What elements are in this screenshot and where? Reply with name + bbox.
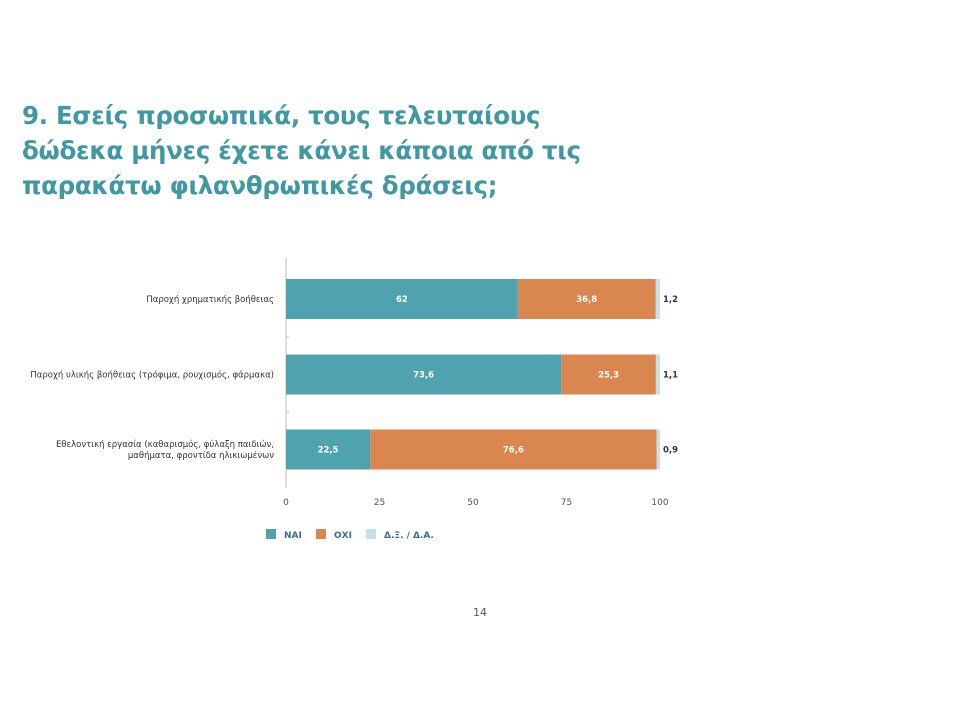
legend-label: ΟΧΙ bbox=[334, 531, 352, 541]
bar-value-label: 25,3 bbox=[598, 371, 619, 381]
bar-value-label: 1,1 bbox=[663, 371, 678, 381]
page-number: 14 bbox=[473, 606, 487, 619]
bar-segment bbox=[656, 429, 660, 470]
bar-value-label: 22,5 bbox=[318, 446, 339, 456]
legend: ΝΑΙ ΟΧΙ Δ.Ξ. / Δ.Α. bbox=[266, 529, 434, 541]
x-tick-label: 75 bbox=[561, 498, 572, 508]
legend-label: Δ.Ξ. / Δ.Α. bbox=[384, 531, 434, 541]
category-label: Παροχή χρηματικής βοήθειας bbox=[146, 295, 274, 305]
page-title: 9. Εσείς προσωπικά, τους τελευταίους δώδ… bbox=[22, 101, 581, 200]
legend-swatch bbox=[266, 529, 276, 539]
bar-segment bbox=[655, 354, 660, 395]
x-tick-label: 0 bbox=[283, 498, 289, 508]
legend-swatch bbox=[316, 529, 326, 539]
bar-segment bbox=[286, 354, 562, 395]
bar-value-label: 76,6 bbox=[503, 446, 524, 456]
labels-layer: Παροχή χρηματικής βοήθειας Παροχή υλικής … bbox=[30, 295, 678, 461]
legend-label: ΝΑΙ bbox=[284, 531, 302, 541]
x-tick-label: 25 bbox=[374, 498, 385, 508]
bar-segment bbox=[286, 279, 518, 319]
legend-swatch bbox=[366, 529, 376, 539]
bar-value-label: 62 bbox=[396, 295, 408, 305]
bar-value-label: 36,8 bbox=[576, 295, 597, 305]
bar-value-label: 73,6 bbox=[413, 371, 434, 381]
bar-segment bbox=[655, 279, 660, 319]
bar-value-label: 0,9 bbox=[663, 446, 678, 456]
category-label: Παροχή υλικής βοήθειας (τρόφιμα, ρουχισμ… bbox=[30, 370, 274, 381]
bar-segment bbox=[286, 429, 371, 470]
x-tick-label: 50 bbox=[467, 498, 479, 508]
category-label: μαθήματα, φροντίδα ηλικιωμένων bbox=[128, 450, 274, 461]
bar-segment bbox=[517, 279, 656, 319]
bar-value-label: 1,2 bbox=[663, 295, 678, 305]
category-label: Εθελοντική εργασία (καθαρισμός, φύλαξη π… bbox=[56, 439, 274, 450]
bar-segment bbox=[370, 429, 657, 470]
bars-layer bbox=[286, 279, 660, 470]
x-tick-label: 100 bbox=[651, 498, 668, 508]
bar-segment bbox=[561, 354, 656, 395]
